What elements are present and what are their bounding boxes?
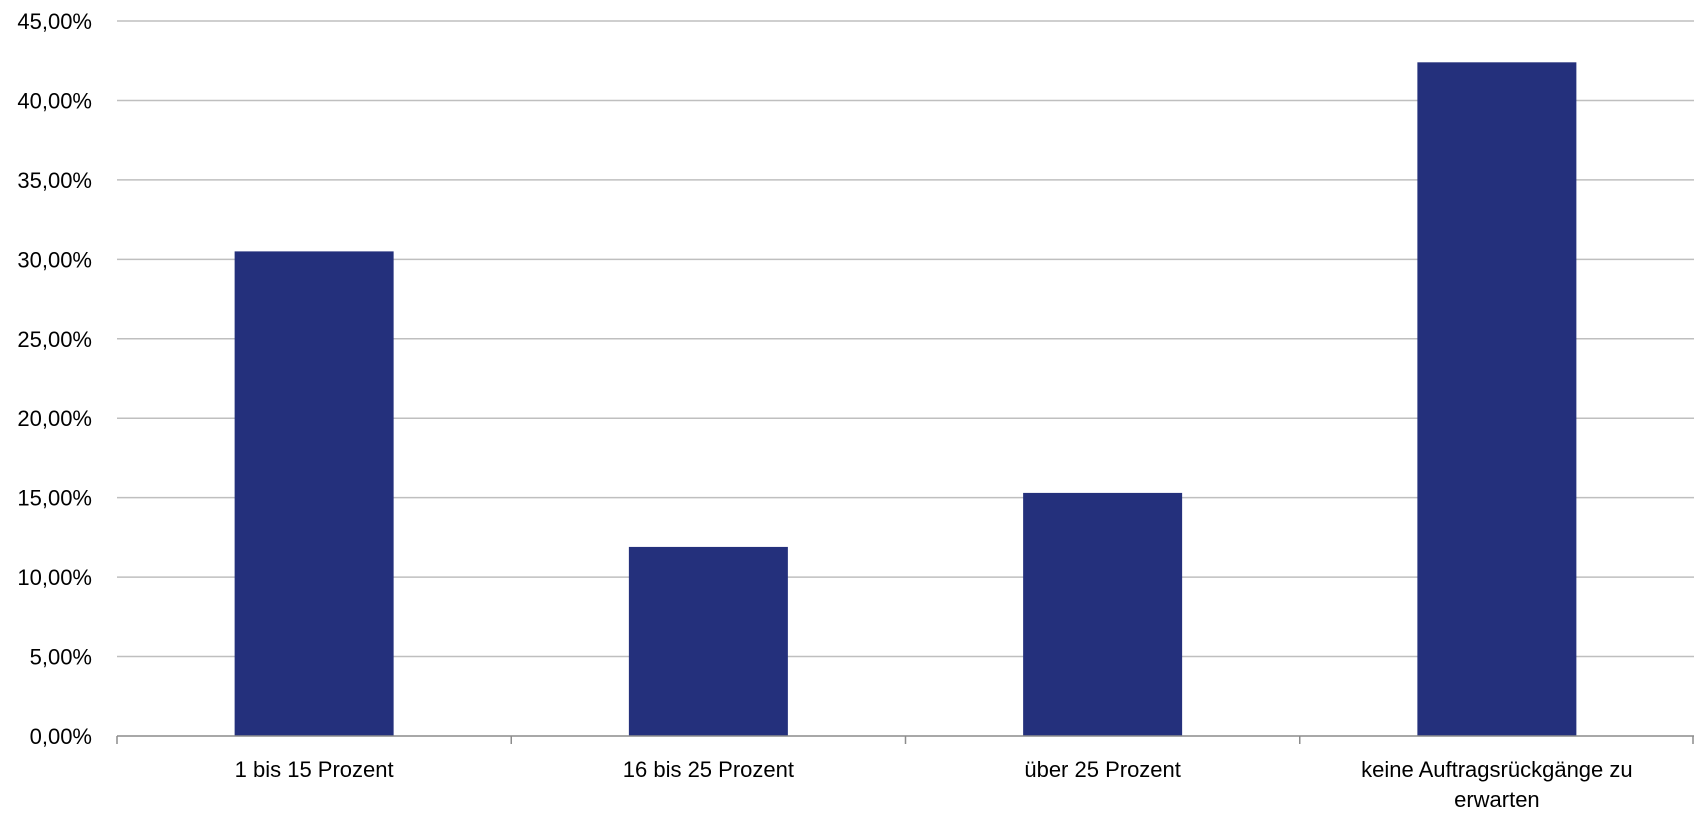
x-tick-label: keine Auftragsrückgänge zu erwarten	[1361, 757, 1633, 812]
x-tick-label: 1 bis 15 Prozent	[235, 757, 394, 782]
y-tick-label: 25,00%	[17, 327, 92, 352]
y-axis-tick-labels: 0,00% 5,00% 10,00% 15,00% 20,00% 25,00% 30,00%…	[17, 9, 92, 749]
x-tick-label-line: 1 bis 15 Prozent	[235, 757, 394, 782]
y-tick-label: 15,00%	[17, 486, 92, 511]
y-tick-label: 40,00%	[17, 88, 92, 113]
x-axis	[116, 735, 1694, 744]
x-tick-label-line: 16 bis 25 Prozent	[623, 757, 794, 782]
y-tick-label: 10,00%	[17, 565, 92, 590]
bar	[234, 251, 394, 736]
y-tick-label: 5,00%	[30, 645, 92, 670]
y-tick-label: 45,00%	[17, 9, 92, 34]
x-tick-label-line: keine Auftragsrückgänge zu	[1361, 757, 1633, 782]
y-tick-label: 30,00%	[17, 247, 92, 272]
y-tick-label: 35,00%	[17, 168, 92, 193]
bar	[1417, 62, 1577, 737]
y-tick-label: 0,00%	[30, 724, 92, 749]
x-tick-label-line: über 25 Prozent	[1024, 757, 1181, 782]
x-axis-tick-labels: 1 bis 15 Prozent 16 bis 25 Prozent über 25…	[235, 757, 1633, 812]
bars	[234, 62, 1577, 737]
x-tick-label: 16 bis 25 Prozent	[623, 757, 794, 782]
y-tick-label: 20,00%	[17, 406, 92, 431]
x-tick-label-line: erwarten	[1454, 787, 1540, 812]
x-tick-label: über 25 Prozent	[1024, 757, 1181, 782]
bar	[628, 546, 788, 736]
bar	[1023, 492, 1183, 736]
